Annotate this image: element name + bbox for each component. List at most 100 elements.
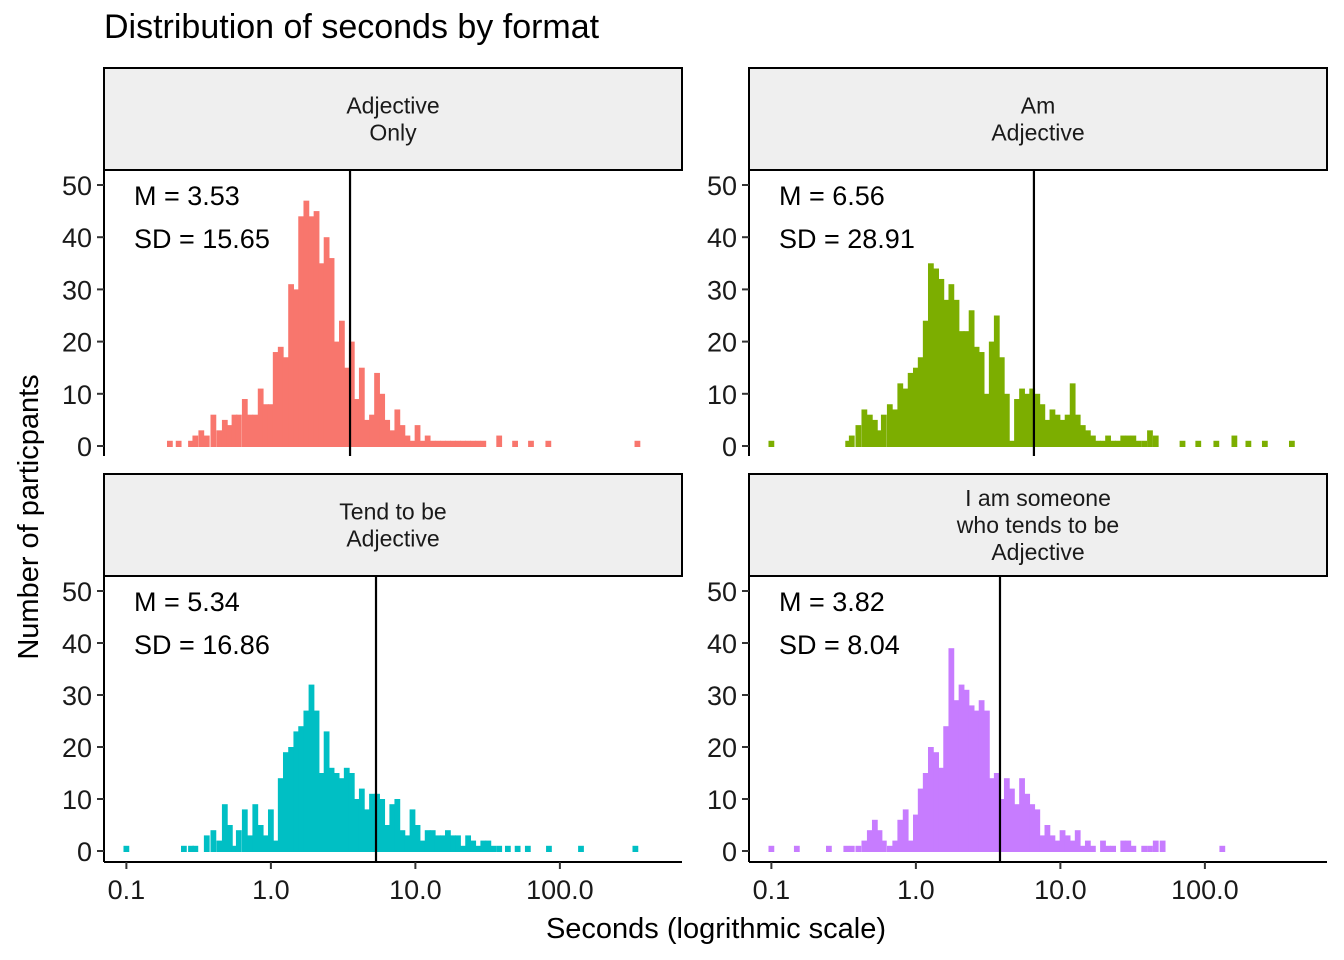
histogram-bar (1095, 440, 1101, 447)
histogram-bar (379, 799, 386, 852)
histogram-bar (978, 700, 985, 852)
histogram-bar (267, 809, 274, 852)
mean-annotation: M = 3.82 (779, 587, 885, 617)
histogram-bar (504, 845, 511, 852)
histogram-bar (1105, 845, 1111, 852)
histogram-bar (988, 778, 995, 852)
y-tick-label: 30 (707, 275, 737, 305)
histogram-bar (892, 840, 899, 852)
facet-strip-label: Only (369, 120, 417, 146)
histogram-bar (272, 352, 279, 447)
histogram-bar (298, 216, 305, 447)
histogram-bar (907, 840, 914, 852)
histogram-bar (439, 835, 446, 852)
histogram-bar (1024, 793, 1031, 852)
y-tick-label: 40 (707, 629, 737, 659)
histogram-bar (394, 799, 401, 852)
histogram-bar (1003, 778, 1010, 852)
histogram-bar (1084, 430, 1091, 447)
histogram-bar (1079, 425, 1086, 447)
histogram-bar (188, 440, 194, 447)
histogram-bar (328, 258, 335, 447)
histogram-bar (1120, 840, 1127, 852)
histogram-bar (181, 845, 187, 852)
histogram-bar (235, 414, 242, 447)
histogram-bar (409, 809, 416, 852)
histogram-bar (1245, 440, 1252, 447)
y-tick-label: 10 (707, 380, 737, 410)
histogram-bar (1110, 845, 1117, 852)
histogram-bar (303, 200, 310, 447)
histogram-bar (369, 414, 375, 447)
histogram-bar (892, 409, 899, 447)
y-tick-label: 20 (62, 328, 92, 358)
histogram-bar (902, 388, 909, 447)
histogram-bar (1074, 414, 1081, 447)
x-tick-label: 10.0 (1034, 875, 1087, 905)
histogram-bar (886, 404, 893, 447)
histogram-bar (1147, 430, 1153, 447)
histogram-bar (404, 835, 411, 852)
histogram-bar (1059, 830, 1066, 852)
histogram-bar (480, 840, 487, 852)
y-tick-label: 0 (722, 837, 737, 867)
histogram-bar (262, 835, 269, 852)
histogram-bar (1029, 804, 1036, 852)
histogram-bar (933, 268, 939, 447)
chart-title: Distribution of seconds by format (104, 8, 600, 46)
histogram-bar (496, 845, 503, 852)
histogram-bar (389, 804, 396, 852)
histogram-bar (419, 840, 426, 852)
histogram-bar (439, 440, 446, 447)
y-tick-label: 0 (722, 432, 737, 462)
histogram-bar (973, 710, 980, 852)
histogram-bar (984, 710, 990, 852)
histogram-bar (963, 331, 970, 447)
histogram-bar (933, 752, 939, 852)
histogram-bar (267, 404, 274, 447)
histogram-bar (768, 845, 775, 852)
histogram-bar (1009, 788, 1015, 852)
y-tick-label: 30 (62, 681, 92, 711)
histogram-bar (358, 788, 365, 852)
histogram-bar (210, 830, 217, 852)
histogram-bar (348, 341, 355, 447)
histogram-bar (958, 331, 965, 447)
histogram-bar (465, 835, 472, 852)
histogram-bar (308, 684, 315, 852)
histogram-bar (1049, 835, 1056, 852)
histogram-bar (1064, 835, 1071, 852)
histogram-bar (1141, 845, 1148, 852)
histogram-bar (968, 705, 975, 852)
mean-annotation: M = 6.56 (779, 181, 885, 211)
x-tick-label: 0.1 (753, 875, 791, 905)
histogram-bar (973, 346, 980, 447)
histogram-bar (226, 425, 233, 447)
histogram-bar (293, 731, 300, 852)
histogram-bar (221, 804, 228, 852)
histogram-bar (855, 425, 862, 447)
histogram-bar (414, 425, 421, 447)
histogram-bar (524, 845, 531, 852)
sd-annotation: SD = 16.86 (134, 630, 270, 660)
histogram-bar (328, 767, 335, 852)
histogram-bar (429, 440, 436, 447)
histogram-bar (282, 752, 289, 852)
histogram-bar (988, 341, 995, 447)
histogram-bar (231, 845, 238, 852)
histogram-bar (123, 845, 130, 852)
x-axis-label: Seconds (logrithmic scale) (546, 913, 886, 945)
histogram-bar (1261, 440, 1268, 447)
histogram-bar (1100, 840, 1106, 852)
y-tick-label: 50 (62, 171, 92, 201)
histogram-bar (318, 773, 325, 852)
histogram-bar (1213, 440, 1220, 447)
histogram-bar (948, 648, 955, 852)
histogram-bar (1120, 435, 1127, 447)
histogram-bar (175, 440, 182, 447)
histogram-bar (1125, 435, 1132, 447)
histogram-bar (922, 773, 929, 852)
facet-strip-label: Tend to be (339, 499, 446, 525)
y-tick-label: 20 (707, 733, 737, 763)
facet-strip (103, 473, 683, 577)
